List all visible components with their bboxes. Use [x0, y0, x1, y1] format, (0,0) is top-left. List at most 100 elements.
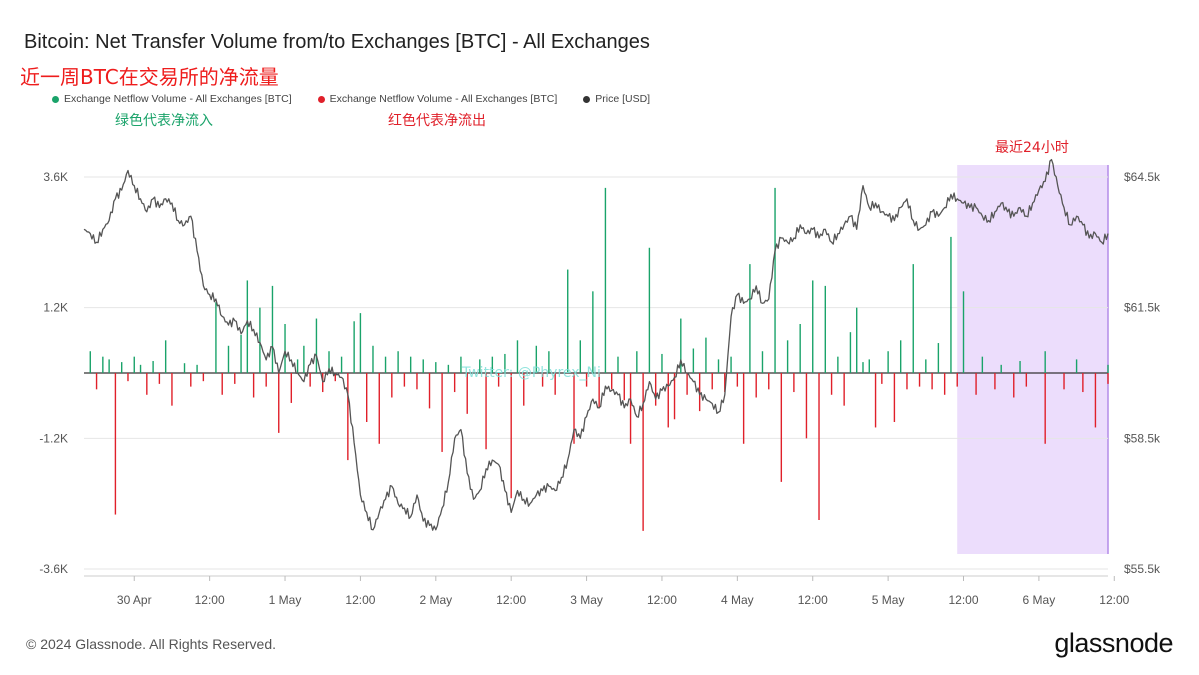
outflow-bar [365, 373, 368, 422]
inflow-bar [1019, 361, 1021, 373]
inflow-bar [761, 351, 764, 373]
outflow-bar [573, 373, 575, 444]
inflow-bar [447, 364, 450, 373]
y-left-tick-label: -1.2K [39, 431, 68, 445]
outflow-bar [171, 373, 173, 406]
outflow-bar [956, 373, 958, 387]
inflow-bar [384, 356, 387, 373]
inflow-bar [925, 359, 927, 373]
outflow-bar [441, 373, 443, 452]
outflow-bar [623, 373, 625, 401]
green-inflow-note: 绿色代表净流入 [115, 112, 213, 129]
x-tick-label: 4 May [721, 593, 754, 607]
outflow-bar [541, 373, 544, 387]
x-tick-label: 12:00 [1099, 593, 1129, 607]
inflow-bar [856, 307, 858, 373]
inflow-bar [120, 362, 123, 373]
outflow-bar [881, 373, 883, 384]
x-tick-label: 12:00 [647, 593, 677, 607]
inflow-bar [937, 343, 940, 373]
outflow-bar [334, 373, 336, 382]
inflow-bar [636, 351, 638, 373]
red-outflow-note: 红色代表净流出 [388, 112, 486, 129]
outflow-bar [497, 373, 500, 387]
legend-label-outflow: Exchange Netflow Volume - All Exchanges … [329, 93, 558, 105]
outflow-bar [1094, 373, 1097, 428]
inflow-bar [259, 307, 261, 373]
outflow-bar [416, 373, 418, 390]
inflow-bar [139, 364, 142, 373]
outflow-bar [391, 373, 393, 398]
outflow-bar [554, 373, 556, 395]
inflow-bar [227, 345, 230, 373]
inflow-bar [296, 359, 299, 373]
outflow-bar [805, 373, 808, 439]
y-right-tick-label: $55.5k [1124, 562, 1161, 576]
outflow-bar [906, 373, 908, 390]
outflow-bar [994, 373, 996, 390]
legend-dot-inflow [52, 95, 59, 103]
x-tick-label: 12:00 [195, 593, 225, 607]
inflow-bar [1044, 351, 1046, 373]
outflow-bar [252, 373, 255, 398]
legend-item-inflow[interactable]: Exchange Netflow Volume - All Exchanges … [52, 93, 292, 105]
legend-label-price: Price [USD] [595, 93, 651, 105]
inflow-bar [786, 340, 789, 373]
legend-item-outflow[interactable]: Exchange Netflow Volume - All Exchanges … [317, 93, 558, 105]
y-left-tick-label: 3.6K [43, 170, 68, 184]
inflow-bar [962, 291, 965, 373]
outflow-bar [322, 373, 324, 393]
inflow-bar [548, 351, 550, 373]
inflow-bar [516, 340, 519, 373]
outflow-bar [830, 373, 833, 395]
inflow-bar [705, 337, 707, 373]
inflow-bar [730, 356, 732, 373]
outflow-bar [642, 373, 644, 531]
inflow-bar [868, 359, 870, 373]
inflow-bar [717, 359, 720, 373]
x-tick-label: 30 Apr [117, 593, 152, 607]
inflow-bar [164, 340, 167, 373]
outflow-bar [523, 373, 525, 406]
outflow-bar [190, 373, 192, 387]
x-tick-label: 12:00 [798, 593, 828, 607]
inflow-bar [340, 356, 343, 373]
inflow-bar [661, 353, 663, 373]
legend-dot-outflow [317, 95, 325, 103]
legend-item-price[interactable]: Price [USD] [583, 93, 650, 105]
inflow-bar [108, 359, 110, 373]
price-line [83, 158, 1109, 531]
inflow-bar [617, 356, 619, 373]
outflow-bar [234, 373, 236, 384]
x-tick-label: 1 May [269, 593, 302, 607]
outflow-bar [428, 373, 431, 409]
inflow-bar [504, 353, 506, 373]
outflow-bar [724, 373, 726, 393]
x-tick-label: 6 May [1023, 593, 1056, 607]
inflow-bar [196, 364, 198, 373]
inflow-bar [849, 332, 852, 373]
inflow-bar [680, 318, 682, 373]
outflow-bar [146, 373, 148, 395]
outflow-bar [629, 373, 632, 444]
inflow-bar [774, 187, 776, 373]
chart-subtitle-cn: 近一周BTC在交易所的净流量 [20, 65, 279, 89]
outflow-bar [114, 373, 117, 515]
inflow-bar [567, 269, 569, 373]
outflow-bar [686, 373, 688, 395]
inflow-bar [397, 351, 399, 373]
inflow-bar [491, 356, 494, 373]
outflow-bar [127, 373, 129, 382]
inflow-bar [837, 356, 839, 373]
inflow-bar [89, 351, 91, 373]
outflow-bar [347, 373, 349, 461]
outflow-bar [1025, 373, 1028, 387]
outflow-bar [755, 373, 757, 398]
inflow-bar [824, 285, 827, 373]
outflow-bar [290, 373, 293, 403]
outflow-bar [309, 373, 311, 387]
outflow-bar [485, 373, 487, 450]
outflow-bar [278, 373, 280, 433]
inflow-bar [315, 318, 318, 373]
inflow-bar [1107, 364, 1109, 373]
